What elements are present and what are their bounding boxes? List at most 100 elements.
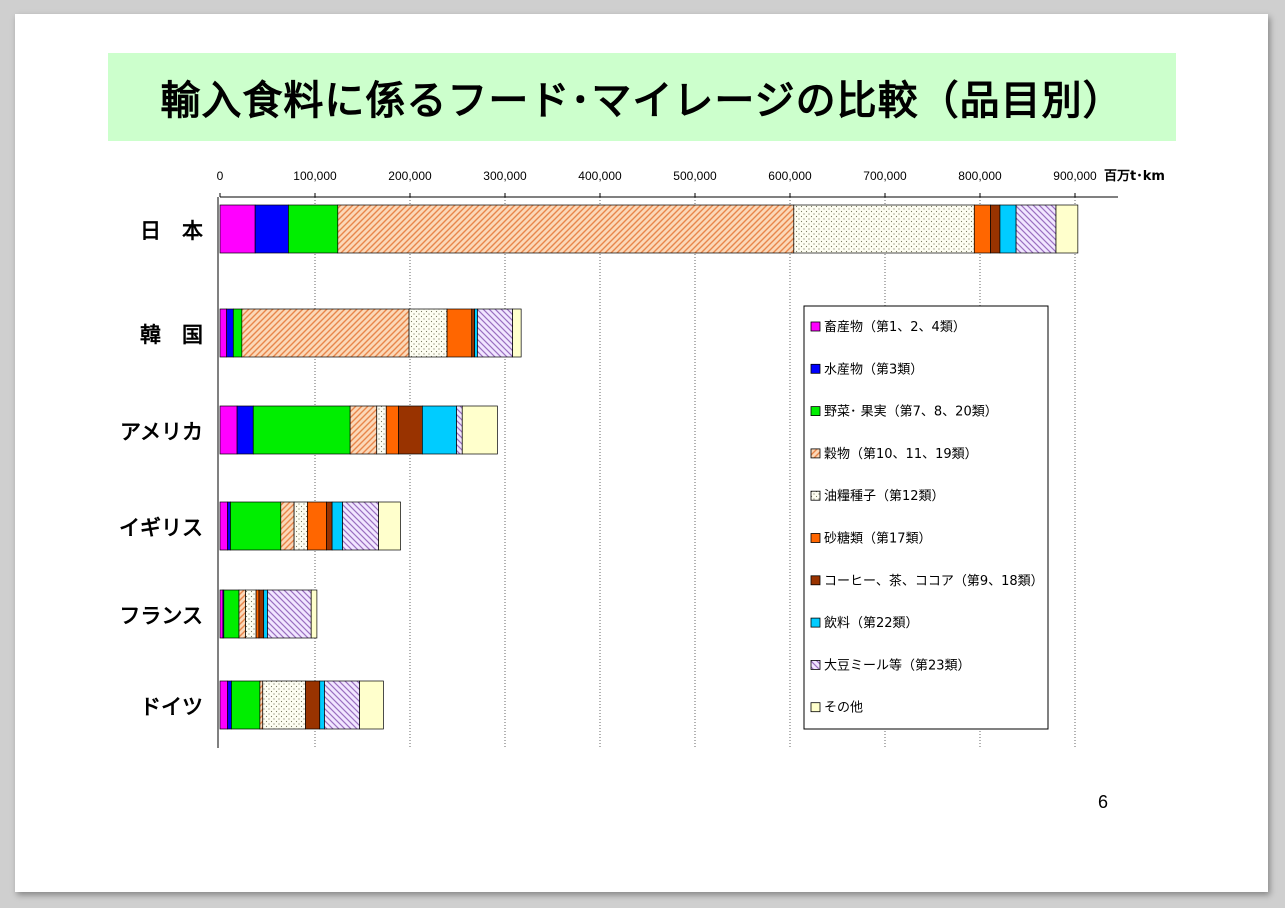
bar-segment xyxy=(231,680,261,730)
bar-segment xyxy=(324,680,361,730)
bar-segment xyxy=(236,405,254,455)
bar-segment xyxy=(1055,204,1079,254)
title-banner: 輸入食料に係るフード･マイレージの比較（品目別） xyxy=(108,53,1176,141)
bar-segment xyxy=(376,405,387,455)
legend-label: 野菜･ 果実（第7、8、20類） xyxy=(824,404,998,420)
bar-segment xyxy=(342,501,379,551)
legend-label: 油糧種子（第12類） xyxy=(824,488,945,504)
bar-segment xyxy=(398,405,423,455)
bar-segment xyxy=(422,405,457,455)
legend-swatch xyxy=(810,448,821,459)
legend-swatch xyxy=(810,406,821,417)
bar-segment xyxy=(973,204,991,254)
bar-segment xyxy=(262,680,306,730)
bar-segment xyxy=(255,589,260,639)
legend-swatch xyxy=(810,575,821,586)
category-label: フランス xyxy=(119,604,203,628)
category-label: イギリス xyxy=(119,516,203,540)
bar-segment xyxy=(474,308,478,358)
x-tick-label: 900,000 xyxy=(1053,169,1097,183)
bar-segment xyxy=(227,680,232,730)
bar-segment xyxy=(238,589,247,639)
bar-segment xyxy=(305,680,321,730)
x-tick-label: 700,000 xyxy=(863,169,907,183)
x-tick-label: 800,000 xyxy=(958,169,1002,183)
bar-segment xyxy=(512,308,522,358)
bar-segment xyxy=(319,680,325,730)
legend-swatch xyxy=(810,363,821,374)
x-tick-label: 600,000 xyxy=(768,169,812,183)
legend-label: 砂糖類（第17類） xyxy=(824,531,932,547)
bar-segment xyxy=(471,308,475,358)
x-unit-label: 百万t･km xyxy=(1104,169,1165,184)
bar-segment xyxy=(219,680,228,730)
bar-segment xyxy=(280,501,295,551)
bar-segment xyxy=(793,204,975,254)
bar-segment xyxy=(288,204,339,254)
category-label: 日 本 xyxy=(140,219,203,243)
bar-segment xyxy=(219,501,228,551)
bar-segment xyxy=(461,405,498,455)
bar-segment xyxy=(446,308,473,358)
bar-segment xyxy=(219,308,228,358)
bar-segment xyxy=(254,204,289,254)
page-title: 輸入食料に係るフード･マイレージの比較（品目別） xyxy=(160,78,1124,124)
x-tick-label: 400,000 xyxy=(578,169,622,183)
x-tick-label: 100,000 xyxy=(293,169,337,183)
bar-segment xyxy=(219,589,224,639)
bar-segment xyxy=(999,204,1017,254)
bar-segment xyxy=(226,308,234,358)
bar-segment xyxy=(307,501,327,551)
category-label: アメリカ xyxy=(120,420,203,444)
legend-label: 穀物（第10、11、19類） xyxy=(824,447,978,462)
legend-swatch xyxy=(810,321,821,332)
legend-swatch xyxy=(810,617,821,628)
bar-segment xyxy=(223,589,240,639)
category-label: ドイツ xyxy=(140,695,203,719)
bar-segment xyxy=(408,308,448,358)
legend-label: 水産物（第3類） xyxy=(824,361,923,377)
bar-segment xyxy=(263,589,268,639)
bar-segment xyxy=(477,308,513,358)
bar-segment xyxy=(1015,204,1057,254)
bar-segment xyxy=(219,405,238,455)
legend-label: 畜産物（第1、2、4類） xyxy=(824,319,966,335)
bar-segment xyxy=(456,405,463,455)
bar-segment xyxy=(258,589,265,639)
legend-label: 大豆ミール等（第23類） xyxy=(824,657,971,673)
legend-label: コーヒー、茶、ココア（第9、18類） xyxy=(824,573,1044,589)
bar-segment xyxy=(230,501,282,551)
bar-segment xyxy=(990,204,1001,254)
legend-box xyxy=(803,305,1049,730)
bar-segment xyxy=(326,501,333,551)
category-label: 韓 国 xyxy=(140,323,203,347)
bar-segment xyxy=(293,501,308,551)
bar-segment xyxy=(331,501,343,551)
legend-swatch xyxy=(810,702,821,713)
bar-segment xyxy=(337,204,795,254)
bar-segment xyxy=(245,589,257,639)
x-tick-label: 0 xyxy=(217,169,224,183)
legend-label: 飲料（第22類） xyxy=(824,615,919,631)
bar-segment xyxy=(227,501,231,551)
bar-segment xyxy=(241,308,410,358)
bar-segment xyxy=(267,589,312,639)
legend-swatch xyxy=(810,490,821,501)
x-tick-label: 200,000 xyxy=(388,169,432,183)
bar-segment xyxy=(349,405,378,455)
page-number: 6 xyxy=(1098,792,1109,812)
bar-segment xyxy=(385,405,399,455)
bar-segment xyxy=(359,680,384,730)
bar-segment xyxy=(378,501,401,551)
x-tick-label: 500,000 xyxy=(673,169,717,183)
legend-label: その他 xyxy=(824,701,863,716)
bar-segment xyxy=(310,589,318,639)
legend-swatch xyxy=(810,533,821,543)
bar-segment xyxy=(252,405,351,455)
legend-swatch xyxy=(810,660,821,670)
bar-segment xyxy=(219,204,256,254)
bar-segment xyxy=(232,308,243,358)
x-tick-label: 300,000 xyxy=(483,169,527,183)
bar-segment xyxy=(259,680,264,730)
